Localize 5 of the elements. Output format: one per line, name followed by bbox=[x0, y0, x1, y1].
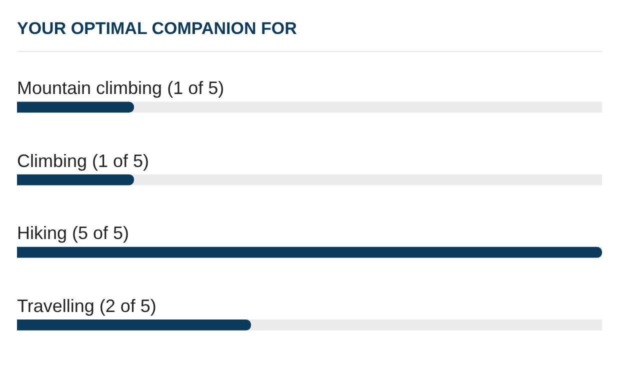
chart-title: YOUR OPTIMAL COMPANION FOR bbox=[17, 19, 297, 38]
y-tick-label: Hiking (5 of 5) bbox=[17, 223, 130, 243]
y-tick-label: Climbing (1 of 5) bbox=[17, 151, 150, 171]
y-tick-label: Travelling (2 of 5) bbox=[17, 296, 156, 316]
y-tick-label: Mountain climbing (1 of 5) bbox=[17, 78, 224, 98]
